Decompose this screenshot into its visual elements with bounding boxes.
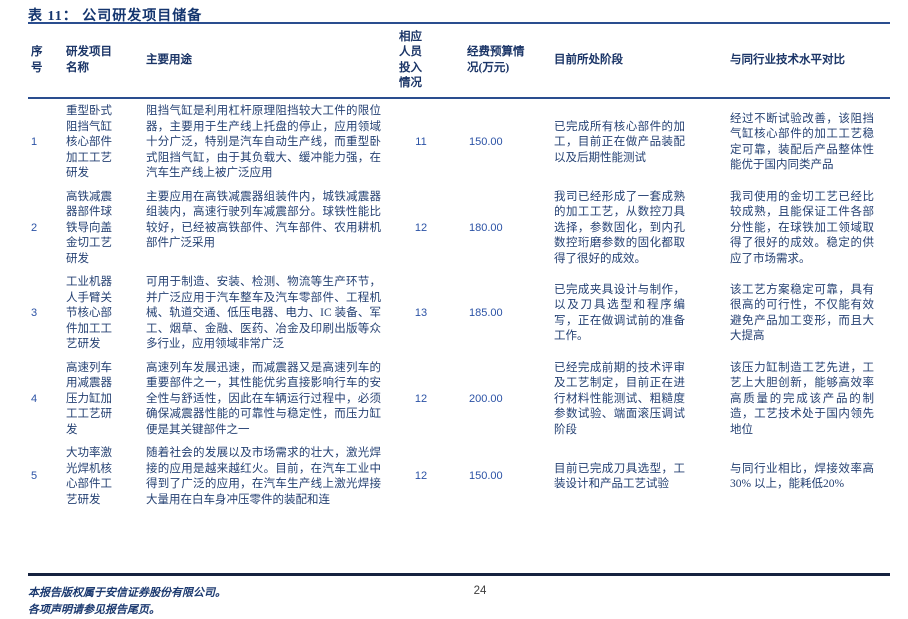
cell-budget: 180.00 [469,221,503,234]
cell-budget: 150.00 [469,136,503,148]
cell-current-stage: 已完成所有核心部件的加工，目前正在做产品装配以及后期性能测试 [554,120,685,164]
cell-project-name: 高铁减震器部件球铁导向盖金切工艺研发 [66,190,112,265]
cell-no: 3 [31,307,38,319]
table-row: 1 重型卧式阻挡气缸核心部件加工工艺研发 阻挡气缸是利用杠杆原理阻挡较大工件的限… [28,100,890,186]
col-header-current-stage: 目前所处阶段 [554,53,623,66]
cell-project-name: 重型卧式阻挡气缸核心部件加工工艺研发 [66,105,112,179]
cell-main-usage: 高速列车发展迅速，而减震器又是高速列车的重要部件之一，其性能优劣直接影响行车的安… [146,361,381,436]
cell-project-name: 高速列车用减震器压力缸加工工艺研发 [66,361,112,436]
cell-current-stage: 已完成夹具设计与制作，以及刀具选型和程序编写，正在做调试前的准备工作。 [554,283,685,343]
rd-projects-table: 序号 研发项目名称 主要用途 相应人员投入情况 经费预算情况(万元) 目前所处阶… [28,22,890,512]
cell-industry-comparison: 与同行业相比，焊接效率高30% 以上，能耗低20% [730,462,874,491]
cell-no: 2 [31,221,38,234]
cell-no: 1 [31,136,38,148]
cell-current-stage: 已经完成前期的技术评审及工艺制定，目前正在进行材料性能测试、粗糙度参数试验、端面… [554,361,685,436]
page-number: 24 [473,585,487,597]
cell-personnel: 11 [415,136,427,148]
page-footer: 本报告版权属于安信证券股份有限公司。 各项声明请参见报告尾页。 24 [28,585,890,619]
table-header-row: 序号 研发项目名称 主要用途 相应人员投入情况 经费预算情况(万元) 目前所处阶… [28,22,890,99]
cell-project-name: 工业机器人手臂关节核心部件加工工艺研发 [66,276,112,350]
cell-project-name: 大功率激光焊机核心部件工艺研发 [66,447,112,506]
footer-copyright-line1: 本报告版权属于安信证券股份有限公司。 [28,587,226,599]
cell-current-stage: 目前已完成刀具选型，工装设计和产品工艺试验 [554,462,685,491]
table-row: 2 高铁减震器部件球铁导向盖金切工艺研发 主要应用在高铁减震器组装件内，城铁减震… [28,186,890,272]
table-row: 4 高速列车用减震器压力缸加工工艺研发 高速列车发展迅速，而减震器又是高速列车的… [28,357,890,443]
cell-main-usage: 可用于制造、安装、检测、物流等生产环节，并广泛应用于汽车整车及汽车零部件、工程机… [146,276,381,350]
table-title: 表 11： 公司研发项目储备 [28,9,203,24]
cell-industry-comparison: 我司使用的金切工艺已经比较成熟，且能保证工件各部分性能，在球铁加工领域取得了很好… [730,190,874,265]
cell-personnel: 12 [414,221,428,234]
col-header-industry-comparison: 与同行业技术水平对比 [730,53,845,66]
cell-personnel: 12 [414,470,428,483]
col-header-project-name: 研发项目名称 [66,46,112,74]
cell-budget: 185.00 [469,307,503,319]
cell-no: 5 [31,470,38,483]
cell-industry-comparison: 该压力缸制造工艺先进，工艺上大胆创新，能够高效率高质量的完成该产品的制造，工艺技… [730,361,874,436]
col-header-main-usage: 主要用途 [146,53,192,66]
page-bottom-rule [28,573,890,576]
cell-budget: 200.00 [469,392,503,405]
cell-main-usage: 主要应用在高铁减震器组装件内，城铁减震器组装内，高速行驶列车减震部分。球铁性能比… [146,190,381,250]
cell-no: 4 [31,392,38,405]
cell-current-stage: 我司已经形成了一套成熟的加工工艺，从数控刀具选择，参数固化，到内孔数控珩磨参数的… [554,190,685,265]
table-row: 5 大功率激光焊机核心部件工艺研发 随着社会的发展以及市场需求的壮大，激光焊接的… [28,442,890,512]
table-body: 1 重型卧式阻挡气缸核心部件加工工艺研发 阻挡气缸是利用杠杆原理阻挡较大工件的限… [28,99,890,512]
cell-industry-comparison: 经过不断试验改善，该阻挡气缸核心部件的加工工艺稳定可靠，装配后产品整体性能优于国… [730,112,874,172]
cell-main-usage: 阻挡气缸是利用杠杆原理阻挡较大工件的限位器，主要用于生产线上托盘的停止，应用领域… [146,105,381,179]
cell-budget: 150.00 [469,470,503,483]
col-header-no: 序号 [31,46,43,74]
cell-main-usage: 随着社会的发展以及市场需求的壮大，激光焊接的应用是越来越红火。目前，在汽车工业中… [146,447,381,506]
footer-copyright: 本报告版权属于安信证券股份有限公司。 各项声明请参见报告尾页。 [28,585,890,619]
cell-personnel: 13 [414,307,428,319]
col-header-budget: 经费预算情况(万元) [467,46,525,74]
col-header-personnel: 相应人员投入情况 [399,30,422,90]
footer-copyright-line2: 各项声明请参见报告尾页。 [28,604,160,616]
cell-personnel: 12 [414,392,428,405]
cell-industry-comparison: 该工艺方案稳定可靠，具有很高的可行性，不仅能有效避免产品加工变形，而且大大提高 [730,283,874,343]
table-row: 3 工业机器人手臂关节核心部件加工工艺研发 可用于制造、安装、检测、物流等生产环… [28,271,890,357]
